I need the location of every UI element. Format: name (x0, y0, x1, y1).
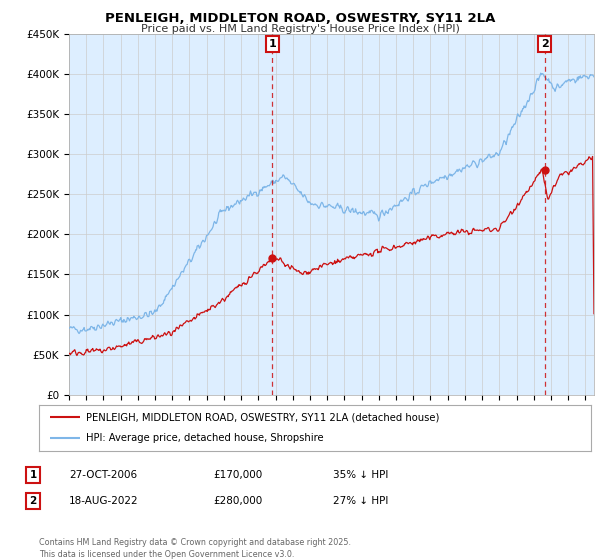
Text: £280,000: £280,000 (213, 496, 262, 506)
Text: 1: 1 (269, 39, 277, 49)
Text: 1: 1 (29, 470, 37, 480)
Text: 2: 2 (29, 496, 37, 506)
Text: Price paid vs. HM Land Registry's House Price Index (HPI): Price paid vs. HM Land Registry's House … (140, 24, 460, 34)
Text: £170,000: £170,000 (213, 470, 262, 480)
Text: PENLEIGH, MIDDLETON ROAD, OSWESTRY, SY11 2LA: PENLEIGH, MIDDLETON ROAD, OSWESTRY, SY11… (105, 12, 495, 25)
Text: HPI: Average price, detached house, Shropshire: HPI: Average price, detached house, Shro… (86, 433, 323, 444)
Text: 27% ↓ HPI: 27% ↓ HPI (333, 496, 388, 506)
Text: Contains HM Land Registry data © Crown copyright and database right 2025.
This d: Contains HM Land Registry data © Crown c… (39, 538, 351, 559)
Text: 27-OCT-2006: 27-OCT-2006 (69, 470, 137, 480)
Text: PENLEIGH, MIDDLETON ROAD, OSWESTRY, SY11 2LA (detached house): PENLEIGH, MIDDLETON ROAD, OSWESTRY, SY11… (86, 412, 439, 422)
Text: 35% ↓ HPI: 35% ↓ HPI (333, 470, 388, 480)
Text: 18-AUG-2022: 18-AUG-2022 (69, 496, 139, 506)
Text: 2: 2 (541, 39, 548, 49)
